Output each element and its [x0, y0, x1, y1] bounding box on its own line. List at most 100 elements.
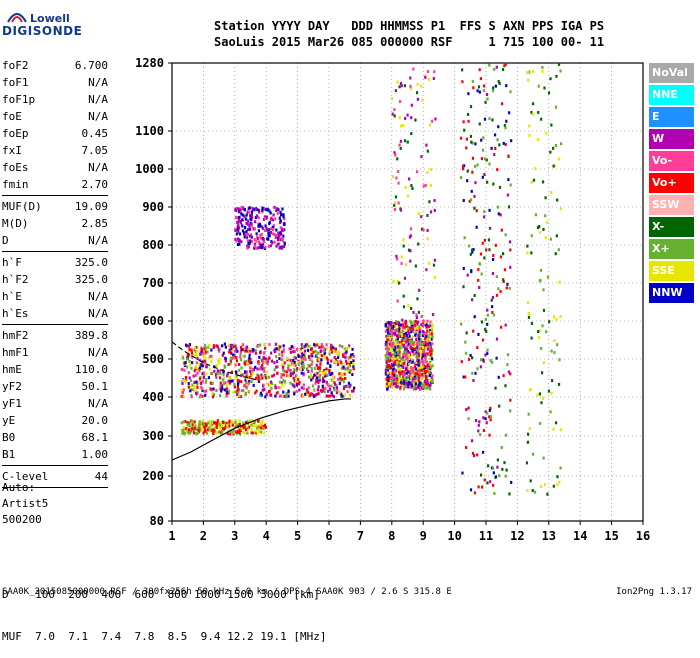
echo-point	[188, 343, 192, 347]
echo-point	[326, 383, 329, 387]
echo-point	[190, 395, 193, 399]
echo-point	[424, 346, 427, 350]
echo-point	[410, 384, 414, 388]
echo-point	[316, 388, 319, 392]
echo-point	[209, 422, 212, 426]
echo-point	[417, 369, 420, 373]
echo-point	[245, 230, 248, 234]
echo-point	[198, 422, 201, 426]
echo-point	[333, 360, 337, 364]
echo-point	[466, 179, 469, 183]
echo-point	[235, 356, 238, 360]
echo-point	[420, 360, 423, 364]
param-name: MUF(D)	[2, 200, 42, 213]
echo-point	[255, 389, 258, 393]
echo-point	[283, 245, 286, 249]
echo-point	[251, 207, 255, 211]
echo-point	[331, 393, 334, 397]
echo-point	[282, 344, 285, 348]
echo-point	[537, 110, 540, 114]
echo-point	[419, 381, 422, 385]
echo-point	[428, 351, 432, 355]
echo-point	[315, 371, 318, 375]
echo-point	[553, 339, 556, 343]
echo-point	[419, 387, 422, 391]
echo-point	[343, 372, 346, 376]
echo-point	[408, 367, 411, 371]
echo-point	[198, 369, 201, 373]
echo-point	[304, 343, 307, 347]
echo-point	[246, 349, 249, 353]
echo-point	[212, 387, 215, 391]
param-name: h`E	[2, 290, 22, 303]
echo-point	[396, 320, 399, 324]
echo-point	[231, 347, 234, 351]
echo-point	[386, 338, 389, 342]
param-value: 44	[94, 470, 108, 483]
param-row: M(D) 2.85	[2, 215, 108, 232]
echo-point	[410, 132, 413, 136]
echo-point	[340, 372, 343, 376]
param-name: h`F	[2, 256, 22, 269]
echo-point	[314, 381, 317, 385]
echo-point	[470, 439, 474, 443]
echo-point	[258, 355, 261, 359]
echo-point	[415, 170, 419, 174]
echo-point	[256, 432, 259, 436]
echo-point	[308, 393, 312, 397]
echo-point	[223, 342, 226, 346]
echo-point	[424, 356, 427, 360]
echo-point	[417, 337, 421, 341]
echo-point	[341, 345, 344, 349]
echo-point	[245, 375, 248, 379]
echo-point	[237, 207, 240, 211]
echo-point	[415, 379, 418, 383]
echo-point	[418, 327, 421, 331]
echo-point	[295, 383, 299, 387]
echo-point	[530, 234, 533, 238]
echo-point	[317, 357, 321, 361]
echo-point	[399, 139, 403, 143]
echo-point	[390, 347, 393, 351]
echo-point	[474, 142, 477, 146]
echo-point	[297, 354, 300, 358]
echo-point	[482, 429, 486, 433]
echo-point	[474, 419, 478, 423]
echo-point	[235, 347, 238, 351]
auto-block: Auto: Artist5 500200	[2, 480, 48, 528]
echo-point	[509, 248, 512, 252]
echo-point	[219, 387, 222, 391]
echo-point	[476, 89, 479, 93]
echo-point	[258, 222, 261, 226]
echo-point	[234, 216, 238, 220]
echo-point	[403, 350, 406, 354]
echo-point	[414, 118, 417, 122]
echo-point	[320, 354, 323, 358]
echo-point	[387, 375, 390, 379]
echo-point	[237, 224, 240, 228]
header-labels: Station YYYY DAY DDD HHMMSS P1 FFS S AXN…	[214, 19, 605, 33]
echo-point	[413, 330, 416, 334]
echo-point	[558, 358, 561, 362]
echo-point	[409, 234, 412, 238]
echo-point	[257, 375, 260, 379]
echo-point	[473, 194, 476, 198]
echo-point	[392, 332, 395, 336]
echo-point	[396, 299, 399, 303]
echo-point	[254, 365, 257, 369]
echo-point	[415, 368, 418, 372]
echo-point	[195, 427, 198, 431]
echo-point	[265, 215, 269, 219]
echo-point	[406, 325, 409, 329]
echo-point	[274, 235, 277, 239]
echo-point	[527, 312, 530, 316]
param-name: foF1	[2, 76, 29, 89]
echo-point	[506, 353, 510, 357]
echo-point	[181, 356, 185, 360]
echo-point	[296, 347, 299, 351]
echo-point	[310, 373, 313, 377]
echo-point	[263, 229, 266, 233]
echo-point	[262, 207, 266, 211]
echo-point	[251, 348, 254, 352]
echo-point	[343, 376, 347, 380]
